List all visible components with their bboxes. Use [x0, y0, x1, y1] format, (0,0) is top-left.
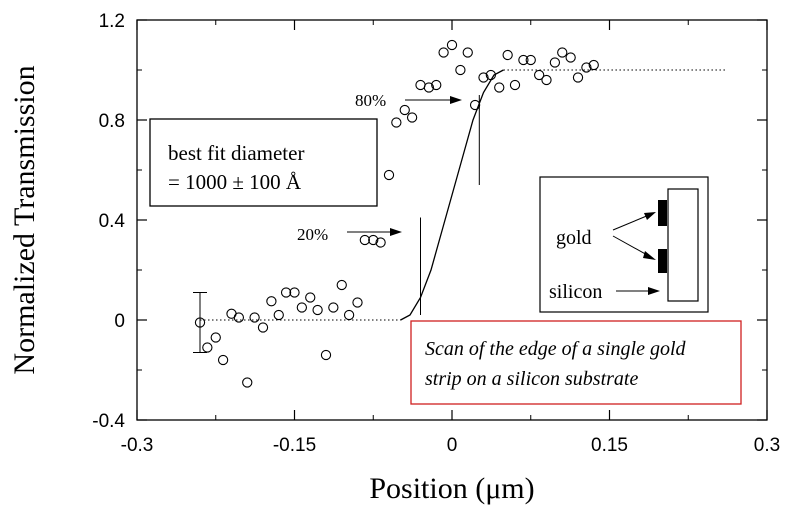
data-point: [202, 342, 213, 353]
data-point: [375, 237, 386, 248]
data-point: [581, 62, 592, 73]
arrowhead-80-percent: [450, 96, 462, 104]
x-tick-label: -0.3: [121, 435, 154, 456]
arrowhead-20-percent: [390, 228, 402, 236]
data-point: [312, 304, 323, 316]
silicon-arrowhead: [648, 287, 660, 295]
caption-line2: strip on a silicon substrate: [425, 368, 638, 390]
data-point: [446, 39, 458, 51]
data-point: [280, 287, 292, 298]
fit-box-line1: best fit diameter: [168, 141, 304, 165]
gold-arrowhead-lower: [643, 251, 656, 260]
data-point: [343, 309, 355, 321]
label-80-percent: 80%: [355, 91, 386, 110]
data-point: [266, 296, 277, 307]
axis-ticks: [136, 19, 768, 421]
data-point: [289, 287, 300, 298]
x-tick-label: -0.15: [273, 435, 316, 456]
y-tick-label: 0.4: [99, 211, 126, 232]
data-point: [336, 279, 347, 291]
data-point: [469, 99, 481, 111]
data-point: [273, 309, 284, 321]
x-tick-label: 0.3: [754, 435, 780, 456]
data-point: [352, 297, 363, 308]
y-tick-label: 0: [114, 311, 125, 332]
gold-strip-lower: [658, 249, 667, 273]
data-point: [399, 104, 410, 116]
inset-silicon-label: silicon: [549, 281, 602, 303]
data-point: [502, 49, 513, 61]
caption-line1: Scan of the edge of a single gold: [425, 338, 687, 360]
data-point: [305, 292, 316, 303]
data-point: [557, 47, 568, 58]
data-point: [242, 377, 253, 388]
data-point: [210, 332, 221, 343]
data-point: [588, 59, 599, 71]
fit-line-ramp: [400, 69, 504, 321]
data-point: [541, 74, 552, 86]
data-point: [572, 72, 584, 83]
data-point: [423, 82, 435, 93]
gold-arrow-upper: [612, 214, 650, 231]
data-point: [391, 117, 402, 128]
data-point: [328, 302, 339, 313]
data-point: [359, 234, 370, 246]
data-points: [194, 39, 599, 388]
data-point: [438, 47, 449, 58]
fit-box-line2: = 1000 ± 100 Å: [168, 170, 302, 194]
data-point: [233, 312, 244, 323]
gold-arrowhead-upper: [644, 212, 656, 220]
data-point: [525, 54, 536, 66]
x-axis-title: Position (μm): [369, 472, 534, 505]
data-point: [249, 312, 260, 323]
data-point: [462, 47, 473, 58]
data-point: [217, 354, 229, 366]
data-point: [534, 69, 545, 81]
inset-gold-label: gold: [556, 227, 592, 249]
data-point: [383, 169, 395, 181]
data-point: [494, 82, 505, 93]
data-point: [415, 79, 426, 91]
data-point: [431, 79, 442, 91]
data-point: [455, 64, 466, 76]
data-point: [485, 69, 496, 81]
data-point: [320, 349, 332, 361]
y-tick-label: 1.2: [99, 11, 125, 32]
error-bars: [193, 95, 480, 353]
gold-arrow-lower: [612, 235, 650, 257]
data-point: [478, 72, 489, 83]
data-point: [368, 234, 379, 246]
data-point: [509, 79, 521, 91]
data-point: [194, 317, 206, 328]
silicon-substrate: [667, 188, 699, 302]
data-point: [296, 302, 307, 313]
tick-labels: -0.3 -0.15 0 0.15 0.3 -0.4 0 0.4 0.8 1.2: [92, 11, 780, 456]
fit-box: [149, 118, 378, 207]
label-20-percent: 20%: [297, 225, 328, 244]
y-axis-title: Normalized Transmission: [8, 65, 41, 374]
data-point: [406, 112, 418, 123]
data-point: [549, 57, 561, 68]
y-tick-label: 0.8: [99, 111, 125, 132]
gold-strip-upper: [658, 200, 667, 226]
data-point: [518, 54, 529, 66]
caption-box: [410, 320, 742, 405]
x-tick-label: 0: [447, 435, 458, 456]
y-tick-label: -0.4: [92, 411, 125, 432]
data-point: [565, 52, 576, 63]
x-tick-label: 0.15: [591, 435, 628, 456]
data-point: [257, 322, 269, 333]
